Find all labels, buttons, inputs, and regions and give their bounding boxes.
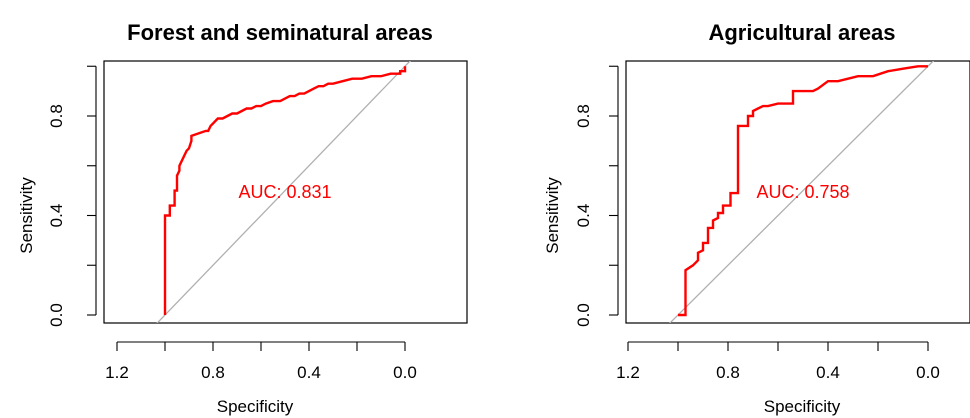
x-tick-label: 0.8: [201, 363, 225, 382]
y-axis-label: Sensitivity: [17, 177, 36, 254]
roc-curve: [163, 66, 407, 315]
y-tick-label: 0.0: [47, 303, 66, 327]
auc-label: AUC: 0.831: [238, 182, 331, 202]
chart-panel-1: Forest and seminatural areas 1.2 0.8 0.4 0.0…: [17, 20, 468, 416]
chart-title: Agricultural areas: [708, 20, 895, 45]
y-tick-label: 0.8: [574, 104, 593, 128]
y-tick-label: 0.4: [574, 204, 593, 228]
reference-diagonal: [669, 61, 935, 323]
x-tick-label: 0.4: [297, 363, 321, 382]
y-tick-label: 0.8: [47, 104, 66, 128]
x-tick-label: 0.4: [816, 363, 840, 382]
plot-frame: [625, 60, 970, 324]
x-axis-label: Specificity: [764, 397, 841, 416]
x-tick-label: 0.0: [393, 363, 417, 382]
chart-title: Forest and seminatural areas: [127, 20, 433, 45]
y-axis-label: Sensitivity: [543, 177, 562, 254]
x-tick-label: 0.0: [916, 363, 940, 382]
x-tick-label: 0.8: [716, 363, 740, 382]
x-tick-label: 1.2: [616, 363, 640, 382]
plot-frame: [103, 60, 468, 324]
roc-curve: [678, 65, 928, 317]
x-tick-label: 1.2: [105, 363, 129, 382]
reference-diagonal: [156, 61, 411, 323]
y-tick-label: 0.4: [47, 204, 66, 228]
chart-panel-2: Agricultural areas 1.2 0.8 0.4 0.0 Specificit…: [543, 20, 970, 416]
x-axis-label: Specificity: [217, 397, 294, 416]
auc-label: AUC: 0.758: [756, 182, 849, 202]
y-tick-label: 0.0: [574, 303, 593, 327]
